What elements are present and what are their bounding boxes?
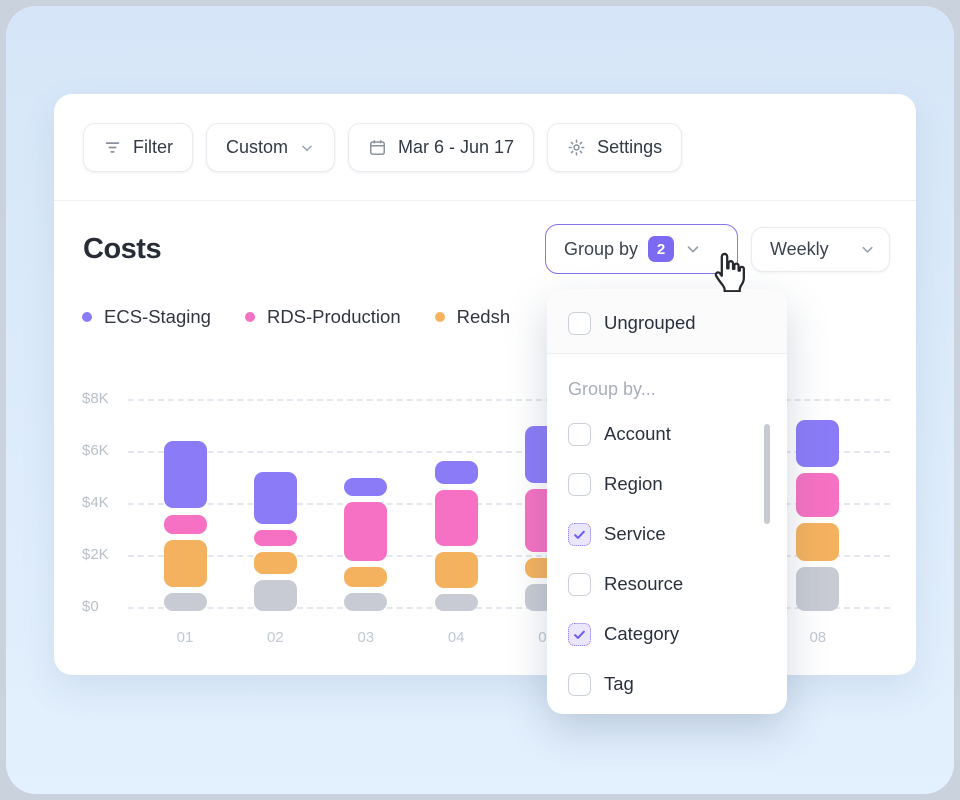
- scrollbar-thumb[interactable]: [764, 424, 770, 524]
- menu-section-label: Group by...: [568, 379, 656, 399]
- checkbox-unchecked[interactable]: [568, 311, 591, 335]
- legend-dot: [82, 312, 92, 322]
- legend-dot: [244, 312, 255, 322]
- bar-segment: [434, 490, 478, 546]
- y-axis-label: $4K: [82, 494, 109, 511]
- legend-label: Redsh: [456, 306, 511, 327]
- filter-button[interactable]: Filter: [83, 123, 193, 172]
- bar-segment: [344, 502, 388, 561]
- checkbox-unchecked[interactable]: [568, 572, 591, 596]
- toolbar: Filter Custom Mar 6 - Jun 17 Settings: [83, 123, 683, 172]
- calendar-icon: [368, 138, 387, 157]
- menu-item-tag[interactable]: Tag: [547, 659, 787, 709]
- checkbox-unchecked[interactable]: [568, 672, 591, 696]
- menu-item-resource[interactable]: Resource: [547, 559, 787, 609]
- page-title: Costs: [83, 233, 162, 265]
- menu-item-label: Ungrouped: [604, 312, 696, 333]
- menu-item-label: Account: [604, 423, 671, 444]
- group-by-button[interactable]: Group by 2: [545, 224, 738, 274]
- page-background: Filter Custom Mar 6 - Jun 17 Settings: [6, 6, 954, 794]
- x-axis-label: 02: [267, 629, 284, 646]
- legend-item[interactable]: ECS-Staging: [82, 306, 211, 328]
- chart-legend: ECS-Staging RDS-Production Redsh: [82, 306, 510, 328]
- bar-segment: [344, 477, 388, 496]
- menu-item-service[interactable]: Service: [547, 509, 787, 559]
- x-axis-label: 01: [176, 629, 194, 646]
- menu-item-label: Region: [604, 473, 663, 494]
- y-axis-label: $2K: [82, 546, 109, 563]
- menu-item-label: Tag: [604, 673, 634, 694]
- menu-item-label: Category: [604, 623, 680, 644]
- chevron-down-icon: [684, 240, 702, 258]
- bar-segment: [796, 472, 840, 518]
- custom-dropdown[interactable]: Custom: [206, 123, 336, 172]
- gridline: [128, 555, 890, 557]
- x-axis-label: 03: [357, 629, 375, 646]
- bar-segment: [253, 529, 297, 547]
- menu-item-account[interactable]: Account: [547, 409, 787, 459]
- toolbar-divider: [54, 200, 916, 201]
- bar-segment: [796, 420, 840, 467]
- chevron-down-icon: [859, 241, 876, 258]
- date-range-button[interactable]: Mar 6 - Jun 17: [348, 123, 535, 172]
- bar-segment: [344, 566, 388, 588]
- checkbox-checked[interactable]: [568, 522, 591, 546]
- gridline: [128, 399, 890, 401]
- menu-item-ungrouped[interactable]: Ungrouped: [547, 298, 787, 348]
- y-axis-label: $0: [82, 598, 99, 615]
- group-by-count-badge: 2: [648, 236, 675, 262]
- legend-dot: [434, 312, 445, 322]
- filter-label: Filter: [133, 137, 173, 157]
- interval-dropdown[interactable]: Weekly: [751, 227, 890, 272]
- gridline: [128, 503, 890, 505]
- menu-item-category[interactable]: Category: [547, 609, 787, 659]
- custom-label: Custom: [226, 137, 289, 157]
- settings-label: Settings: [597, 137, 663, 157]
- date-range-label: Mar 6 - Jun 17: [398, 137, 515, 157]
- menu-item-label: Service: [604, 523, 666, 544]
- bar-segment: [163, 592, 207, 611]
- gridline: [128, 451, 890, 453]
- bar-segment: [163, 540, 207, 587]
- bar-segment: [163, 514, 207, 534]
- checkbox-unchecked[interactable]: [568, 422, 591, 446]
- chevron-down-icon: [299, 140, 315, 156]
- legend-item[interactable]: RDS-Production: [244, 306, 401, 328]
- checkbox-unchecked[interactable]: [568, 472, 591, 496]
- bar-segment: [434, 593, 478, 611]
- menu-item-region[interactable]: Region: [547, 459, 787, 509]
- gear-icon: [567, 138, 586, 157]
- filter-icon: [103, 138, 122, 157]
- bar-segment: [796, 523, 840, 561]
- x-axis-label: 04: [447, 629, 465, 646]
- bar-segment: [434, 551, 478, 588]
- group-by-label: Group by: [564, 238, 639, 259]
- x-axis-label: 08: [809, 629, 827, 646]
- bar-segment: [796, 566, 840, 611]
- bar-segment: [434, 460, 478, 485]
- settings-button[interactable]: Settings: [547, 123, 683, 172]
- checkbox-checked[interactable]: [568, 622, 591, 646]
- menu-separator: [547, 353, 787, 354]
- menu-item-label: Resource: [604, 573, 684, 594]
- bar-segment: [253, 552, 297, 575]
- gridline: [128, 607, 890, 609]
- bar-segment: [344, 593, 388, 611]
- bar-segment: [163, 440, 207, 509]
- bar-segment: [253, 580, 297, 611]
- group-by-menu: Ungrouped Group by... Account Region Servi…: [547, 289, 787, 714]
- interval-label: Weekly: [770, 239, 829, 259]
- legend-item[interactable]: Redsh: [434, 306, 511, 328]
- bar-segment: [253, 471, 297, 524]
- y-axis-label: $8K: [82, 390, 109, 407]
- legend-label: RDS-Production: [266, 306, 401, 327]
- legend-label: ECS-Staging: [104, 306, 211, 327]
- y-axis-label: $6K: [82, 442, 109, 459]
